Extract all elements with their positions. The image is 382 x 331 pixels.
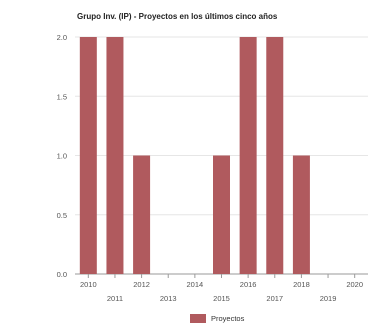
x-tick-label: 2011	[107, 294, 123, 303]
y-tick-label: 0.5	[57, 211, 67, 220]
bar-2012	[133, 155, 151, 274]
x-tick-label: 2010	[80, 280, 97, 289]
y-tick-label: 1.5	[57, 92, 67, 101]
x-tick-label: 2015	[213, 294, 230, 303]
x-tick-label: 2017	[266, 294, 283, 303]
legend: Proyectos	[190, 314, 244, 323]
bar-2017	[266, 37, 284, 274]
x-tick-label: 2013	[160, 294, 177, 303]
x-tick-label: 2019	[320, 294, 337, 303]
legend-label: Proyectos	[211, 314, 245, 323]
y-tick-label: 2.0	[57, 33, 67, 42]
x-tick-label: 2020	[346, 280, 363, 289]
bar-2018	[292, 155, 310, 274]
x-tick-label: 2014	[187, 280, 204, 289]
legend-swatch	[190, 314, 206, 323]
chart-title: Grupo Inv. (IP) - Proyectos en los últim…	[77, 12, 278, 21]
x-tick-label: 2012	[133, 280, 150, 289]
bar-2011	[106, 37, 124, 274]
y-tick-label: 0.0	[57, 270, 67, 279]
bar-2016	[239, 37, 257, 274]
x-tick-label: 2016	[240, 280, 257, 289]
bar-2010	[79, 37, 97, 274]
y-tick-label: 1.0	[57, 152, 67, 161]
x-tick-label: 2018	[293, 280, 310, 289]
bar-2015	[213, 155, 230, 274]
